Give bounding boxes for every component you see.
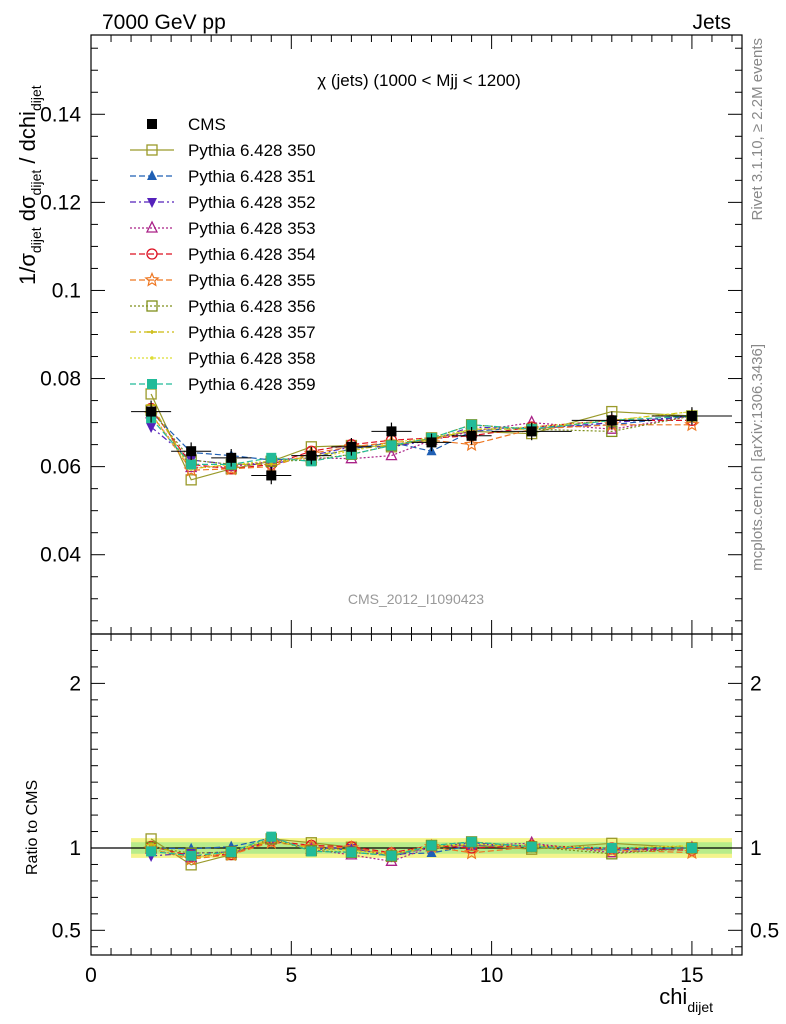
y-tick-label: 0.12 [40, 191, 81, 214]
legend-label: Pythia 6.428 352 [188, 193, 316, 212]
legend-label: Pythia 6.428 358 [188, 349, 316, 368]
ratio-line-358 [150, 838, 692, 860]
data-point [386, 426, 397, 437]
ratio-y-tick-label: 0.5 [52, 919, 81, 942]
legend-label: Pythia 6.428 351 [188, 167, 316, 186]
series-point [185, 474, 197, 486]
legend-label: Pythia 6.428 357 [188, 323, 316, 342]
series-point [385, 448, 398, 461]
y-tick-label: 0.04 [40, 544, 81, 567]
ratio-point [346, 847, 357, 858]
ratio-plot-frame [90, 633, 743, 956]
ratio-y-tick-label-right: 2 [750, 672, 762, 695]
ratio-point [606, 843, 617, 853]
series-line-358 [150, 411, 692, 470]
ratio-y-tick-label: 2 [69, 672, 81, 695]
data-point [606, 415, 617, 426]
data-point [266, 470, 277, 481]
legend-marker [150, 356, 154, 360]
legend-marker [147, 170, 157, 180]
legend-label: Pythia 6.428 355 [188, 271, 316, 290]
y-tick-label: 0.14 [40, 103, 81, 126]
x-tick-label: 0 [85, 964, 97, 987]
legend-marker [146, 144, 158, 156]
data-point [186, 446, 197, 457]
ratio-point [686, 843, 697, 853]
process-label: Jets [692, 11, 731, 34]
x-tick-label: 5 [285, 964, 297, 987]
legend-label-cms: CMS [188, 115, 226, 134]
ratio-point [526, 841, 537, 852]
y-tick-label: 0.1 [52, 279, 81, 302]
y-tick-label: 0.08 [40, 368, 81, 391]
energy-label: 7000 GeV pp [102, 11, 226, 34]
series-point [605, 421, 618, 434]
ratio-y-tick-label-right: 0.5 [750, 919, 779, 942]
axes-ticks: 0 5 10 15 0.04 0.06 0.08 0.1 0.12 0.14 0.5 0.5 1 1 2 2 [40, 35, 779, 987]
series-line-359 [150, 415, 692, 465]
series-point [186, 459, 197, 470]
ratio-y-axis-label: Ratio to CMS [24, 780, 41, 875]
series-point [386, 440, 397, 451]
legend-marker [147, 198, 157, 208]
legend-marker [147, 379, 157, 389]
ratio-point [463, 844, 480, 860]
legend-marker [146, 300, 158, 312]
mcplots-label: mcplots.cern.ch [arXiv:1306.3436] [749, 344, 766, 571]
legend-label: Pythia 6.428 359 [188, 375, 316, 394]
series-point [145, 388, 157, 400]
data-point [226, 452, 237, 463]
data-point [526, 426, 537, 437]
chart-title: χ (jets) (1000 < Mjj < 1200) [317, 71, 521, 90]
legend-label: Pythia 6.428 354 [188, 245, 316, 264]
data-point [686, 410, 697, 421]
ratio-point [426, 840, 437, 851]
ratio-point [146, 846, 157, 857]
data-point [146, 406, 157, 417]
x-axis-label: chidijet [659, 984, 713, 1015]
legend-label: Pythia 6.428 353 [188, 219, 316, 238]
cms-data-points [131, 400, 732, 485]
legend-marker [144, 271, 160, 287]
legend-marker [146, 248, 158, 260]
legend-marker-cms [147, 119, 157, 129]
ratio-y-tick-label-right: 1 [750, 837, 762, 860]
y-tick-label: 0.06 [40, 456, 81, 479]
legend-marker [145, 220, 159, 233]
x-tick-label: 15 [680, 964, 703, 987]
series-line-351 [150, 411, 692, 461]
legend: CMS Pythia 6.428 350 Pythia 6.428 351 Pythi… [130, 115, 316, 394]
ratio-y-tick-label: 1 [69, 837, 81, 860]
ratio-point [226, 846, 237, 857]
rivet-label: Rivet 3.1.10, ≥ 2.2M events [749, 38, 766, 221]
data-point [346, 441, 357, 452]
series-line-355 [150, 413, 692, 471]
series-point [266, 452, 277, 463]
y-axis-label: 1/σdijet dσdijet / dchidijet [15, 85, 44, 285]
legend-marker [147, 330, 157, 334]
ratio-point [466, 836, 477, 847]
series-point [684, 416, 700, 432]
data-point [306, 450, 317, 461]
ratio-point [266, 831, 277, 842]
analysis-label: CMS_2012_I1090423 [348, 591, 484, 607]
series-point [466, 419, 477, 430]
ratio-line-353 [150, 838, 692, 862]
series-point [463, 436, 480, 452]
ratio-point [386, 850, 397, 861]
ratio-point [186, 850, 197, 861]
ratio-point [146, 842, 157, 847]
legend-label: Pythia 6.428 350 [188, 141, 316, 160]
data-point [466, 430, 477, 441]
x-tick-label: 10 [480, 964, 503, 987]
data-point [426, 437, 437, 448]
ratio-point [306, 846, 317, 857]
legend-label: Pythia 6.428 356 [188, 297, 316, 316]
series-point [146, 422, 157, 433]
